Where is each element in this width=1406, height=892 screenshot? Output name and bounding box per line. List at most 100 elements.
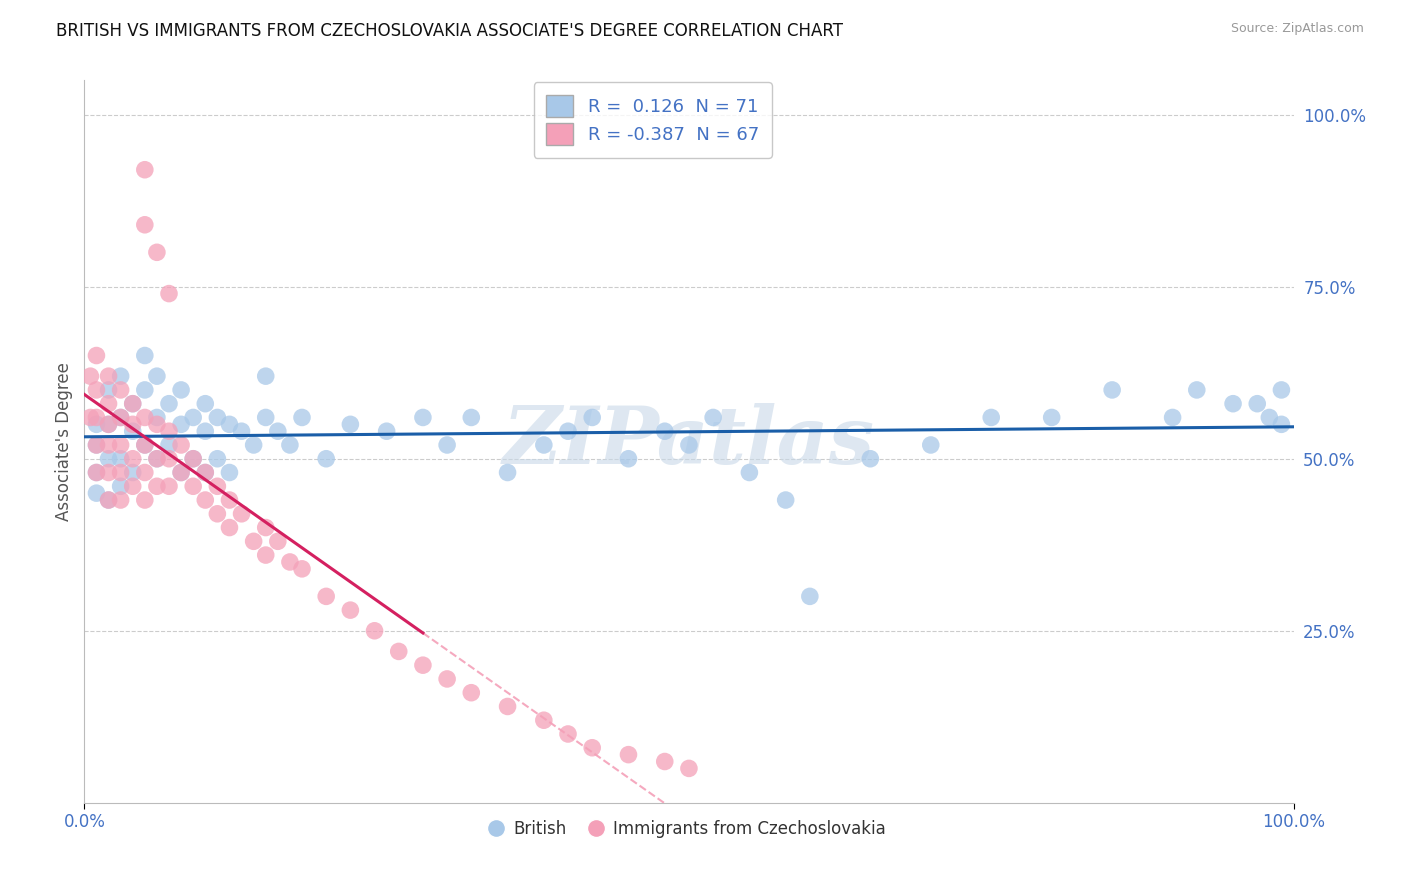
Point xyxy=(134,383,156,397)
Point xyxy=(254,520,277,534)
Point xyxy=(207,479,229,493)
Point xyxy=(79,410,101,425)
Point xyxy=(363,624,385,638)
Point xyxy=(170,466,193,480)
Point xyxy=(97,397,120,411)
Point xyxy=(218,520,240,534)
Point xyxy=(110,493,132,508)
Point xyxy=(146,479,169,493)
Point xyxy=(157,286,180,301)
Point xyxy=(86,466,108,480)
Point xyxy=(267,534,290,549)
Point xyxy=(146,369,169,384)
Point xyxy=(315,590,337,604)
Point xyxy=(207,507,229,521)
Point xyxy=(79,369,101,384)
Point xyxy=(1161,410,1184,425)
Point xyxy=(170,417,193,432)
Point xyxy=(86,410,108,425)
Point xyxy=(146,245,169,260)
Point xyxy=(110,438,132,452)
Point xyxy=(557,727,579,741)
Point xyxy=(134,162,156,177)
Point xyxy=(110,410,132,425)
Point xyxy=(121,397,143,411)
Point xyxy=(533,438,555,452)
Point xyxy=(678,761,700,775)
Point xyxy=(231,507,253,521)
Point xyxy=(231,424,253,438)
Point xyxy=(678,438,700,452)
Point xyxy=(1270,383,1292,397)
Point xyxy=(157,424,180,438)
Point xyxy=(412,410,434,425)
Point xyxy=(581,740,603,755)
Point xyxy=(496,699,519,714)
Point xyxy=(146,451,169,466)
Point xyxy=(97,417,120,432)
Y-axis label: Associate's Degree: Associate's Degree xyxy=(55,362,73,521)
Point xyxy=(170,438,193,452)
Point xyxy=(194,424,217,438)
Point xyxy=(460,686,482,700)
Point xyxy=(194,397,217,411)
Point xyxy=(121,417,143,432)
Point xyxy=(86,466,108,480)
Point xyxy=(110,479,132,493)
Point xyxy=(181,479,204,493)
Point xyxy=(134,493,156,508)
Point xyxy=(207,451,229,466)
Point xyxy=(194,493,217,508)
Point xyxy=(291,410,314,425)
Point xyxy=(412,658,434,673)
Point xyxy=(110,410,132,425)
Point xyxy=(654,755,676,769)
Point xyxy=(170,383,193,397)
Point xyxy=(97,466,120,480)
Point xyxy=(121,479,143,493)
Point xyxy=(436,672,458,686)
Point xyxy=(654,424,676,438)
Point xyxy=(86,438,108,452)
Point xyxy=(242,438,264,452)
Point xyxy=(1040,410,1063,425)
Text: Source: ZipAtlas.com: Source: ZipAtlas.com xyxy=(1230,22,1364,36)
Point xyxy=(121,466,143,480)
Point xyxy=(920,438,942,452)
Point xyxy=(97,493,120,508)
Point xyxy=(1222,397,1244,411)
Point xyxy=(110,383,132,397)
Point xyxy=(181,451,204,466)
Point xyxy=(121,451,143,466)
Point xyxy=(86,349,108,363)
Point xyxy=(218,493,240,508)
Point xyxy=(134,218,156,232)
Point xyxy=(278,438,301,452)
Point xyxy=(86,438,108,452)
Point xyxy=(157,397,180,411)
Point xyxy=(110,451,132,466)
Point xyxy=(97,383,120,397)
Legend: British, Immigrants from Czechoslovakia: British, Immigrants from Czechoslovakia xyxy=(485,814,893,845)
Point xyxy=(799,590,821,604)
Point xyxy=(738,466,761,480)
Text: BRITISH VS IMMIGRANTS FROM CZECHOSLOVAKIA ASSOCIATE'S DEGREE CORRELATION CHART: BRITISH VS IMMIGRANTS FROM CZECHOSLOVAKI… xyxy=(56,22,844,40)
Point xyxy=(157,479,180,493)
Point xyxy=(980,410,1002,425)
Point xyxy=(581,410,603,425)
Point xyxy=(775,493,797,508)
Point xyxy=(267,424,290,438)
Point xyxy=(110,369,132,384)
Point xyxy=(134,410,156,425)
Point xyxy=(194,466,217,480)
Point xyxy=(86,383,108,397)
Point xyxy=(86,417,108,432)
Point xyxy=(218,466,240,480)
Point xyxy=(134,438,156,452)
Text: ZIPatlas: ZIPatlas xyxy=(503,403,875,480)
Point xyxy=(146,410,169,425)
Point xyxy=(194,466,217,480)
Point xyxy=(533,713,555,727)
Point xyxy=(157,438,180,452)
Point xyxy=(157,451,180,466)
